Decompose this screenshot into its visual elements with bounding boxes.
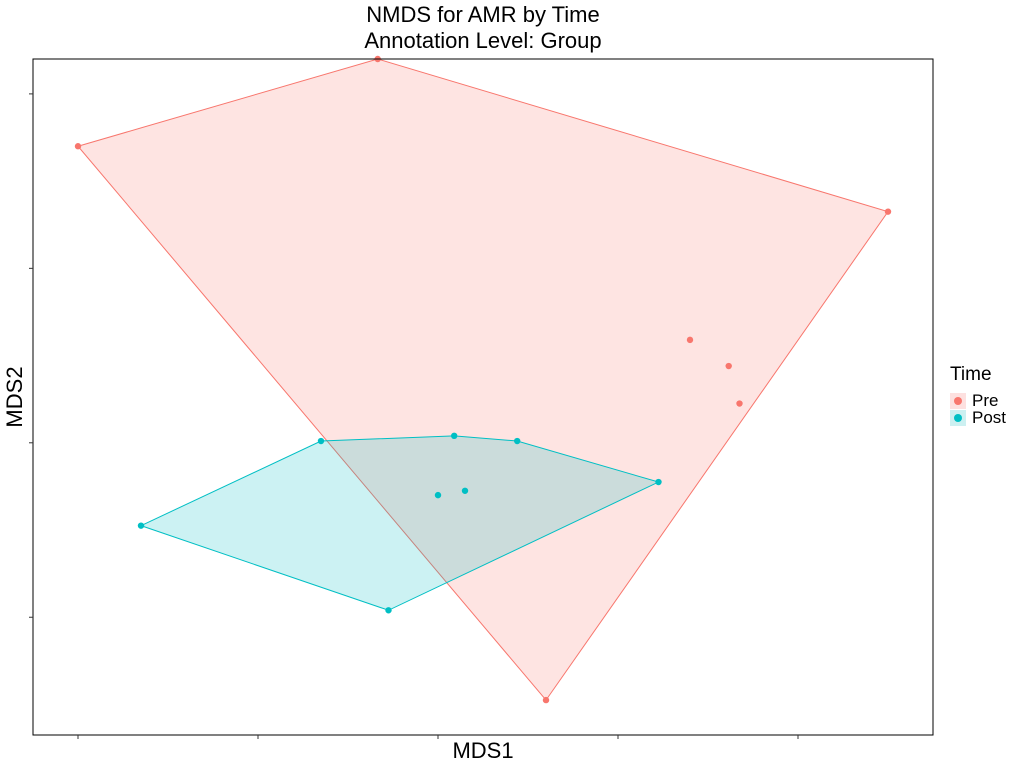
tick-layer (29, 93, 799, 739)
point-pre-6 (542, 696, 550, 704)
point-post-1 (317, 437, 325, 445)
x-axis-label: MDS1 (452, 738, 513, 763)
point-pre-4 (725, 362, 732, 370)
point-pre-5 (736, 400, 743, 407)
legend: Time Pre Post (950, 364, 1006, 426)
point-post-3 (514, 437, 521, 445)
legend-dot-post (954, 413, 962, 422)
point-layer (74, 55, 892, 704)
chart-title-block: NMDS for AMR by Time Annotation Level: G… (0, 2, 966, 54)
point-post-6 (434, 491, 442, 499)
legend-key-pre (950, 392, 966, 409)
point-post-4 (655, 478, 662, 486)
legend-title: Time (950, 364, 992, 385)
legend-key-post (950, 409, 966, 426)
plot-panel-border (32, 58, 934, 736)
point-pre-2 (884, 208, 892, 215)
point-post-2 (451, 432, 458, 440)
chart-subtitle: Annotation Level: Group (364, 28, 602, 53)
y-axis-label: MDS2 (2, 366, 27, 427)
legend-dot-pre (954, 396, 962, 405)
hull-pre (77, 58, 889, 701)
legend-item-post: Post (950, 409, 1006, 426)
legend-label-post: Post (972, 408, 1007, 427)
hull-layer (77, 58, 889, 701)
point-post-5 (385, 607, 392, 614)
point-pre-3 (686, 336, 694, 344)
point-post-0 (137, 522, 145, 529)
legend-label-pre: Pre (972, 391, 999, 410)
point-pre-0 (74, 143, 82, 150)
legend-item-pre: Pre (950, 392, 1006, 409)
chart-title: NMDS for AMR by Time (366, 2, 600, 27)
point-post-7 (461, 487, 469, 494)
